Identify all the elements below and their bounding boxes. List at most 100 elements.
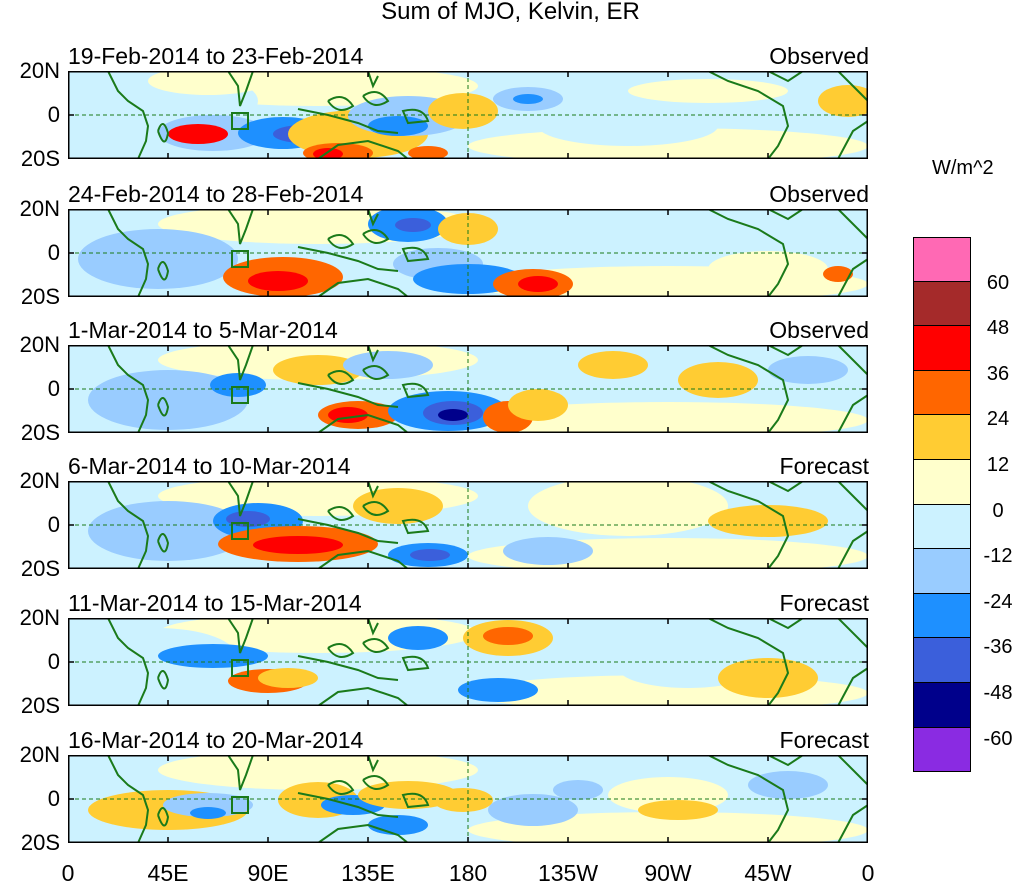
panel-date-range: 24-Feb-2014 to 28-Feb-2014 <box>68 181 364 207</box>
latitude-tick-label: 0 <box>47 512 60 537</box>
latitude-tick-label: 20N <box>19 196 60 221</box>
coastline <box>767 209 804 221</box>
panel-date-range: 6-Mar-2014 to 10-Mar-2014 <box>68 453 351 479</box>
coastline <box>157 261 170 281</box>
anomaly-contour <box>638 800 718 820</box>
colorbar-swatch <box>913 237 971 282</box>
coastline <box>317 413 409 433</box>
anomaly-contour <box>158 644 268 668</box>
colorbar-tick-label: 36 <box>986 362 1010 385</box>
coastline <box>367 71 379 89</box>
anomaly-contour <box>488 794 578 826</box>
coastline <box>837 258 868 297</box>
coastline <box>68 481 150 569</box>
anomaly-contour <box>823 266 853 282</box>
coastline <box>767 481 804 493</box>
anomaly-contour <box>368 815 428 835</box>
coastline <box>837 345 868 376</box>
coastline <box>367 345 379 363</box>
coastline <box>837 209 868 240</box>
coastline <box>297 792 399 818</box>
coastline <box>297 246 399 272</box>
anomaly-contour <box>503 537 593 565</box>
coastline <box>767 345 804 357</box>
latitude-tick-label: 20S <box>20 420 60 445</box>
coastline <box>837 804 868 843</box>
panel-date-range: 16-Mar-2014 to 20-Mar-2014 <box>68 727 364 753</box>
coastline <box>367 209 379 227</box>
coastline <box>157 670 170 690</box>
anomaly-contour <box>538 106 718 146</box>
anomaly-contour <box>408 146 448 159</box>
coastline <box>401 382 430 399</box>
coastline <box>157 397 170 417</box>
anomaly-contour <box>628 79 788 103</box>
anomaly-contour <box>818 85 868 117</box>
coastline <box>297 382 399 408</box>
coastline <box>317 139 409 159</box>
colorbar-tick-label: 48 <box>986 317 1010 340</box>
anomaly-contour <box>438 409 468 421</box>
anomaly-contour <box>768 356 848 384</box>
coastline <box>837 120 868 159</box>
coastline <box>837 618 868 649</box>
coastline <box>367 755 379 773</box>
coastline <box>317 686 409 706</box>
coastline <box>837 394 868 433</box>
longitude-tick-label: 90W <box>644 860 692 886</box>
anomaly-contour <box>258 668 318 688</box>
coastline <box>227 209 254 245</box>
anomaly-contour <box>483 627 533 645</box>
olr-anomaly-map <box>68 345 868 433</box>
longitude-tick-label: 135E <box>341 860 395 886</box>
longitude-tick-label: 0 <box>861 860 875 886</box>
olr-anomaly-map <box>68 71 868 159</box>
latitude-tick-label: 20S <box>20 693 60 718</box>
latitude-tick-label: 20S <box>20 556 60 581</box>
colorbar-tick-label: -12 <box>983 545 1013 568</box>
colorbar-swatch <box>913 593 971 639</box>
anomaly-contour <box>708 505 828 537</box>
anomaly-contour <box>88 501 248 561</box>
anomaly-contour <box>528 217 728 261</box>
panel-date-range: 1-Mar-2014 to 5-Mar-2014 <box>68 317 338 343</box>
colorbar-swatch <box>913 326 971 371</box>
panel-status: Observed <box>769 43 869 69</box>
olr-anomaly-map <box>68 481 868 569</box>
coastline <box>367 481 379 499</box>
region-box <box>231 796 249 814</box>
coastline <box>401 246 430 263</box>
region-box <box>231 112 249 130</box>
latitude-tick-label: 0 <box>47 786 60 811</box>
olr-anomaly-map <box>68 618 868 706</box>
anomaly-contour <box>88 370 248 430</box>
anomaly-contour <box>578 351 648 379</box>
coastline <box>707 755 790 843</box>
coastline <box>401 792 430 809</box>
olr-anomaly-map <box>68 209 868 297</box>
anomaly-contour <box>718 658 818 698</box>
anomaly-contour <box>353 488 443 524</box>
panel-status: Observed <box>769 181 869 207</box>
coastline <box>362 638 390 653</box>
anomaly-contour <box>458 678 538 702</box>
anomaly-contour <box>168 124 228 144</box>
coastline <box>837 755 868 786</box>
coastline <box>157 533 170 553</box>
colorbar-tick-label: 12 <box>986 454 1010 476</box>
colorbar <box>913 237 971 773</box>
coastline <box>707 481 790 569</box>
longitude-tick-label: 90E <box>247 860 289 886</box>
colorbar-tick-label: 24 <box>986 408 1010 431</box>
coastline <box>68 71 150 159</box>
coastline <box>362 91 390 106</box>
colorbar-tick-label: -36 <box>983 636 1013 659</box>
latitude-tick-label: 0 <box>47 102 60 127</box>
coastline <box>157 807 170 827</box>
anomaly-contour <box>248 271 308 291</box>
coastline <box>297 655 399 681</box>
coastline <box>317 277 409 297</box>
coastline <box>401 108 430 125</box>
colorbar-swatch <box>913 504 971 550</box>
colorbar-units: W/m^2 <box>932 157 994 179</box>
